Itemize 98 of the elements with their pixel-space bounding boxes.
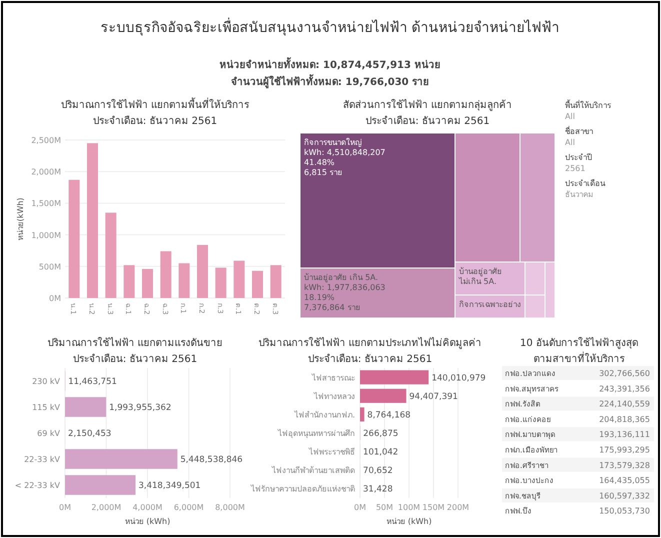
- category-label: บ้านอยู่อาศัย เกิน 5A.: [304, 273, 378, 283]
- y-tick-label: ไฟงานกีฬาต้านยาเสพติด: [271, 466, 355, 476]
- text: kWh: 4,510,848,207 41.48% 6,815 ราย: [304, 148, 386, 177]
- text: พื้นที่ให้บริการ: [565, 99, 612, 110]
- text: 2561: [565, 164, 586, 173]
- x-tick-label: 100M: [398, 503, 420, 512]
- chart-title: ปริมาณการใช้ไฟฟ้า แยกตามแรงดันขาย: [47, 337, 223, 349]
- chart-title: ปริมาณการใช้ไฟฟ้า แยกตามพื้นที่ให้บริการ: [60, 97, 250, 111]
- text: 243,391,356: [599, 384, 650, 394]
- bar: [124, 265, 135, 298]
- x-tick-label: 6,000M: [174, 503, 204, 512]
- x-tick-label: 4,000M: [132, 503, 162, 512]
- x-tick-label: 0M: [354, 503, 366, 512]
- x-tick-label: 2,000M: [91, 503, 122, 512]
- chart-subtitle: ประจำเดือน: ธันวาคม 2561: [92, 115, 218, 127]
- data-label: 3,418,349,501: [138, 481, 201, 491]
- data-label: 1,993,955,362: [109, 403, 172, 413]
- text: ตามสาขาที่ให้บริการ: [534, 351, 626, 365]
- bar: [215, 268, 226, 298]
- data-label: 11,463,751: [68, 377, 117, 387]
- text: All: [565, 112, 575, 121]
- data-label: 31,428: [363, 484, 393, 495]
- text: จำนวนผู้ใช้ไฟฟ้าทั้งหมด: 19,766,030 ราย: [230, 74, 430, 89]
- text: ชื่อสาขา: [565, 125, 593, 136]
- y-tick-label: 1,000M: [31, 230, 62, 240]
- bar: [234, 260, 245, 298]
- data-label: 140,010,979: [432, 373, 486, 384]
- y-tick-label: ไฟสาธารณะ: [311, 373, 355, 382]
- x-tick-label: 0M: [59, 503, 72, 512]
- y-tick-label: 2,500M: [31, 136, 62, 145]
- text: 204,818,365: [599, 414, 650, 424]
- bar: [65, 475, 136, 495]
- bar: [105, 212, 116, 298]
- chart-title: ปริมาณการใช้ไฟฟ้า แยกตามประเภทไฟไม่คิดมูลค่า: [258, 337, 482, 349]
- y-tick-label: 22-33 kV: [24, 455, 61, 464]
- bar: [68, 180, 80, 298]
- data-label: 8,764,168: [367, 410, 411, 420]
- data-label: 94,407,391: [409, 392, 458, 402]
- x-tick-label: 50M: [376, 503, 394, 512]
- y-tick-label: ไฟทางหลวง: [313, 392, 355, 401]
- x-tick-label: 8,000M: [215, 503, 245, 512]
- y-tick-label: 2,000M: [31, 168, 62, 177]
- x-tick-label: 200M: [446, 503, 470, 512]
- chart-subtitle: ประจำเดือน: ธันวาคม 2561: [308, 353, 432, 365]
- chart-subtitle: ประจำเดือน: ธันวาคม 2561: [72, 353, 198, 365]
- text: ประจำปี: [565, 153, 592, 162]
- y-tick-label: 500M: [38, 262, 62, 272]
- text: หน่วยจำหน่ายทั้งหมด: 10,874,457,913 หน่วย: [220, 57, 440, 71]
- y-tick-label: ไฟสำนักงานกฟภ.: [293, 410, 355, 420]
- y-tick-label: 1,500M: [31, 199, 62, 208]
- y-tick-label: ไฟอุดหนุนทหารผ่านศึก: [277, 429, 355, 438]
- text: 173,579,328: [599, 460, 650, 470]
- category-label: บ้านอยู่อาศัย ไม่เกิน 5A.: [458, 267, 502, 286]
- text: สัดส่วนการใช้ไฟฟ้า แยกตามกลุ่มลูกค้า: [342, 99, 512, 111]
- text: ประจำเดือน: ธันวาคม 2561: [365, 115, 490, 127]
- text: ระบบธุรกิจอัจฉริยะเพื่อสนับสนุนงานจำหน่ายไฟฟ้า ด้านหน่วยจำหน่ายไฟฟ้า: [100, 18, 560, 36]
- category-label: กิจการขนาดใหญ่: [304, 138, 362, 147]
- data-label: 101,042: [363, 448, 398, 458]
- bar: [178, 263, 190, 298]
- bar: [65, 397, 106, 417]
- y-tick-label: ไฟรักษาความปลอดภัยแห่งชาติ: [250, 484, 355, 494]
- y-tick-label: 69 kV: [37, 429, 61, 438]
- y-tick-label: ไฟพระราชพิธี: [308, 448, 355, 457]
- text: ประจำเดือน: [565, 179, 606, 188]
- text: 175,993,295: [599, 446, 650, 454]
- text: 150,053,730: [599, 506, 650, 516]
- text: ธันวาคม: [565, 190, 593, 199]
- bar: [160, 251, 172, 298]
- bar: [360, 388, 406, 403]
- text: kWh: 1,977,836,063 18.19% 7,376,864 ราย: [304, 283, 386, 312]
- y-tick-label: 230 kV: [32, 377, 61, 386]
- text: 164,435,055: [599, 476, 650, 486]
- bar: [197, 244, 208, 298]
- bar: [142, 268, 153, 298]
- y-tick-label: 115 kV: [32, 403, 61, 412]
- data-label: 2,150,453: [68, 429, 112, 439]
- x-axis-title: หน่วย (kWh): [124, 517, 170, 526]
- bar: [252, 270, 263, 298]
- bar: [360, 407, 364, 422]
- category-label: กิจการเฉพาะอย่าง: [459, 300, 521, 309]
- text: 302,766,560: [599, 369, 650, 378]
- y-tick-label: < 22-33 kV: [14, 481, 61, 490]
- data-label: 70,652: [363, 466, 393, 476]
- data-label: 266,875: [363, 429, 398, 439]
- bar: [87, 143, 98, 298]
- x-tick-label: 150M: [422, 503, 445, 512]
- text: 10 อันดับการใช้ไฟฟ้าสูงสุด: [520, 337, 638, 349]
- text: 160,597,332: [599, 491, 650, 500]
- text: All: [565, 138, 575, 147]
- text: 193,136,111: [599, 430, 650, 440]
- y-axis-title: หน่วย(kWh): [16, 198, 25, 240]
- text: 224,140,559: [599, 400, 650, 409]
- y-tick-label: 0M: [49, 294, 62, 303]
- x-axis-title: หน่วย (kWh): [386, 517, 432, 526]
- bar: [360, 370, 429, 384]
- bar: [270, 265, 282, 298]
- bar: [65, 449, 178, 469]
- data-label: 5,448,538,846: [180, 455, 243, 465]
